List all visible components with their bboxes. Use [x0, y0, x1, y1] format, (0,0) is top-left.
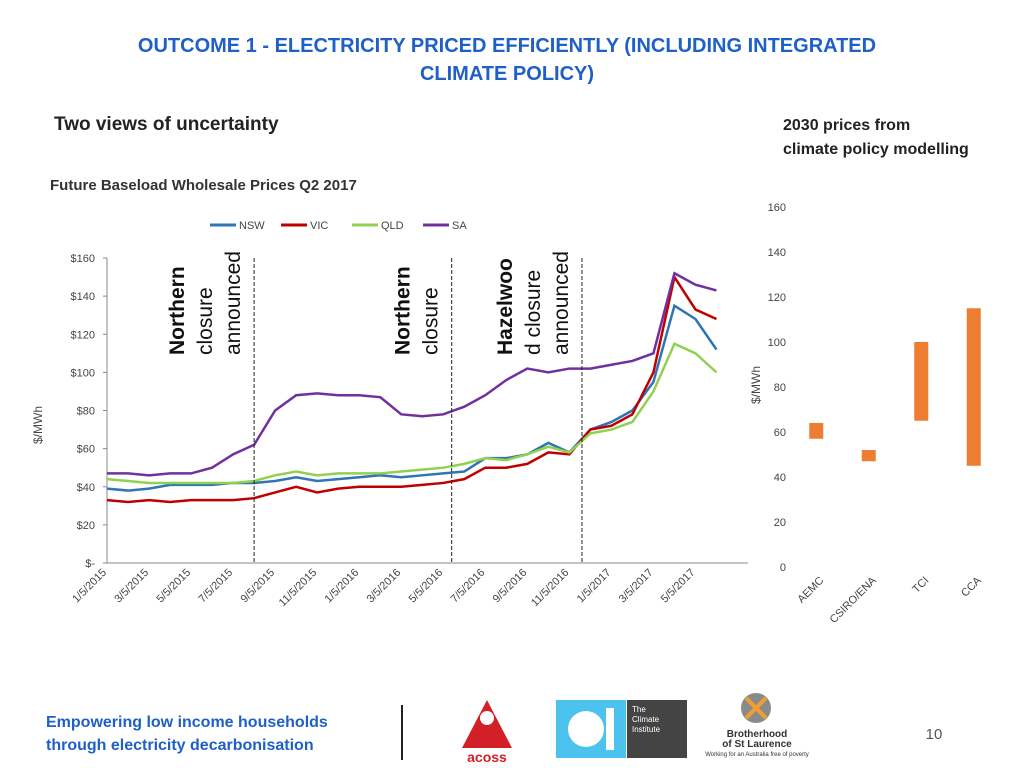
x-tick-label: 5/5/2017	[659, 567, 698, 606]
annotation-text: announced	[550, 251, 573, 355]
annotation-text: announced	[222, 251, 245, 355]
x-tick-label: 11/5/2016	[529, 567, 572, 610]
x-tick-label: 3/5/2016	[365, 567, 404, 606]
x-tick-label: 3/5/2015	[112, 567, 151, 606]
y-tick-label: 120	[768, 292, 786, 304]
x-tick-label: 7/5/2015	[196, 567, 235, 606]
y-tick-label: $60	[77, 444, 95, 456]
logo-text: acoss	[467, 749, 507, 765]
x-tick-label: CCA	[959, 574, 984, 599]
range-bar	[809, 423, 824, 439]
y-tick-label: $100	[71, 367, 95, 379]
x-tick-label: 7/5/2016	[449, 567, 488, 606]
x-tick-label: 5/5/2015	[154, 567, 193, 606]
legend-label: QLD	[381, 220, 404, 232]
x-tick-label: CSIRO/ENA	[828, 574, 880, 626]
range-bar	[914, 342, 929, 421]
y-tick-label: 140	[768, 247, 786, 259]
footer-text: through electricity decarbonisation	[46, 737, 314, 754]
y-axis-label: $/MWh	[749, 366, 763, 404]
y-tick-label: 60	[774, 427, 786, 439]
title-line: CLIMATE POLICY)	[420, 63, 594, 85]
series-line	[106, 273, 717, 504]
acoss-logo: acoss	[462, 700, 512, 765]
range-bar	[861, 450, 876, 462]
series-line	[106, 342, 718, 485]
y-tick-label: $40	[77, 482, 95, 494]
subtitle: Two views of uncertainty	[54, 114, 279, 135]
footer-text: Empowering low income households	[46, 714, 328, 731]
x-tick-label: AEMC	[795, 575, 826, 606]
y-tick-label: 20	[774, 517, 786, 529]
y-tick-label: 80	[774, 382, 786, 394]
y-tick-label: $-	[85, 558, 95, 570]
y-tick-label: $80	[77, 406, 95, 418]
annotation-text: Northern	[392, 266, 415, 355]
x-tick-label: 1/5/2017	[575, 567, 614, 606]
chart-title: Future Baseload Wholesale Prices Q2 2017	[50, 177, 357, 194]
logo-text: Brotherhood	[727, 729, 788, 740]
y-tick-label: $140	[71, 291, 95, 303]
logo-text: Working for an Australia free of poverty	[705, 752, 809, 758]
caption: 2030 prices from	[783, 117, 910, 134]
series-line	[107, 271, 717, 477]
legend-label: VIC	[310, 220, 328, 232]
caption: climate policy modelling	[783, 141, 969, 158]
climate-institute-logo: The Climate Institute	[556, 700, 687, 758]
y-tick-label: $20	[77, 520, 95, 532]
annotation-text: Northern	[166, 266, 189, 355]
x-tick-label: 1/5/2016	[323, 567, 362, 606]
logo-text: Institute	[632, 725, 661, 734]
y-tick-label: $120	[71, 329, 95, 341]
y-axis-label: $/MWh	[31, 406, 45, 444]
annotation-text: closure	[194, 287, 217, 355]
logo-text: The	[632, 705, 646, 714]
legend-label: SA	[452, 220, 467, 232]
annotation-text: Hazelwoo	[494, 258, 517, 355]
y-tick-label: 160	[768, 202, 786, 214]
logo-text: of St Laurence	[722, 739, 792, 750]
y-tick-label: 100	[768, 337, 786, 349]
series-line	[106, 303, 718, 492]
page-number: 10	[926, 726, 943, 743]
x-tick-label: 9/5/2015	[238, 567, 277, 606]
x-tick-label: 1/5/2015	[70, 567, 109, 606]
brotherhood-logo: Brotherhood of St Laurence Working for a…	[705, 693, 809, 758]
title-line: OUTCOME 1 - ELECTRICITY PRICED EFFICIENT…	[138, 35, 876, 57]
logo-text: Climate	[632, 715, 660, 724]
x-tick-label: 5/5/2016	[407, 567, 446, 606]
x-tick-label: TCI	[910, 575, 931, 596]
y-tick-label: $160	[71, 253, 95, 265]
y-tick-label: 0	[780, 562, 786, 574]
range-bar	[966, 308, 981, 466]
x-tick-label: 3/5/2017	[617, 567, 656, 606]
y-tick-label: 40	[774, 472, 786, 484]
x-tick-label: 11/5/2015	[277, 567, 320, 610]
annotation-text: closure	[420, 287, 443, 355]
x-tick-label: 9/5/2016	[491, 567, 530, 606]
annotation-text: d closure	[522, 270, 545, 355]
legend-label: NSW	[239, 220, 265, 232]
